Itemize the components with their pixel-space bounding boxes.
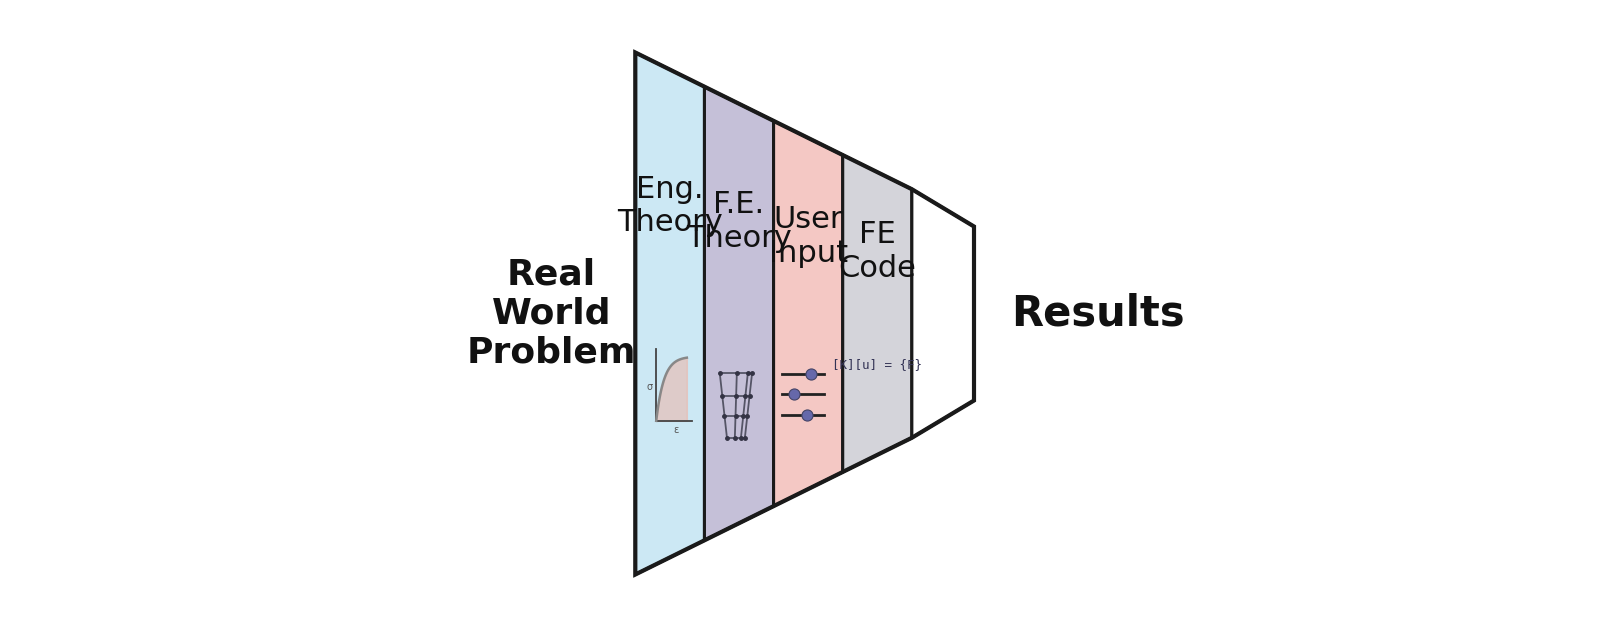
Text: F.E.
Theory: F.E. Theory (686, 190, 792, 253)
Text: ε: ε (674, 424, 678, 435)
Polygon shape (843, 155, 912, 472)
Text: σ: σ (646, 381, 653, 391)
Polygon shape (704, 87, 773, 540)
Text: Results: Results (1011, 293, 1186, 334)
Polygon shape (635, 53, 704, 574)
Text: Eng.
Theory: Eng. Theory (618, 175, 723, 238)
Text: [K][u] = {F}: [K][u] = {F} (832, 358, 922, 371)
Polygon shape (912, 189, 974, 438)
Polygon shape (773, 121, 843, 506)
Text: FE
Code: FE Code (838, 220, 917, 283)
Text: User
Input: User Input (768, 205, 848, 268)
Text: Real
World
Problem: Real World Problem (467, 257, 637, 370)
